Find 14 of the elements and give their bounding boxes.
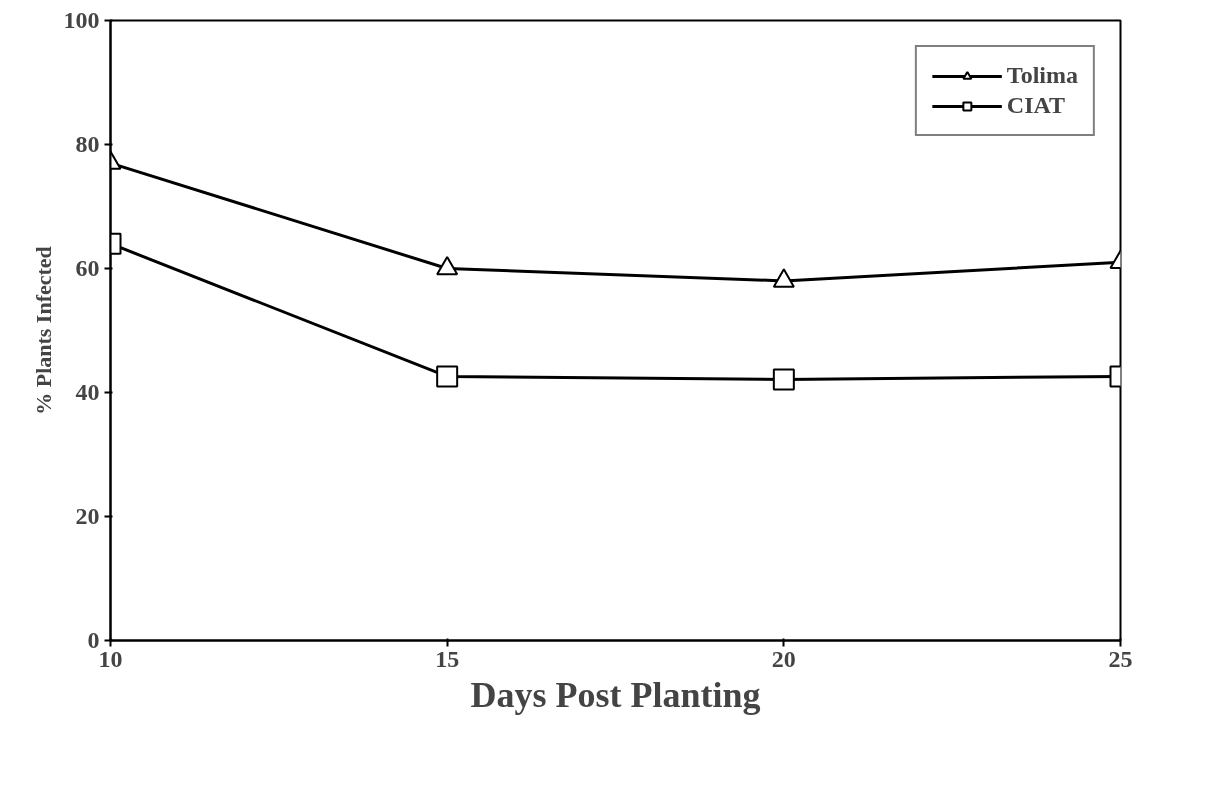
legend-label: Tolima <box>1006 62 1078 89</box>
y-tick-label: 80 <box>75 131 100 157</box>
y-axis-title: % Plants Infected <box>30 246 56 415</box>
legend-label: CIAT <box>1006 92 1066 119</box>
x-tick-label: 15 <box>435 645 460 672</box>
x-tick-label: 25 <box>1108 645 1133 672</box>
y-tick-label: 40 <box>75 379 100 405</box>
y-tick-label: 100 <box>63 7 100 33</box>
x-axis-title: Days Post Planting <box>470 674 761 715</box>
y-tick-label: 20 <box>75 503 100 529</box>
x-tick-label: 10 <box>98 645 123 672</box>
x-tick-label: 20 <box>771 645 796 672</box>
y-tick-label: 0 <box>87 627 100 653</box>
y-tick-label: 60 <box>75 255 100 281</box>
